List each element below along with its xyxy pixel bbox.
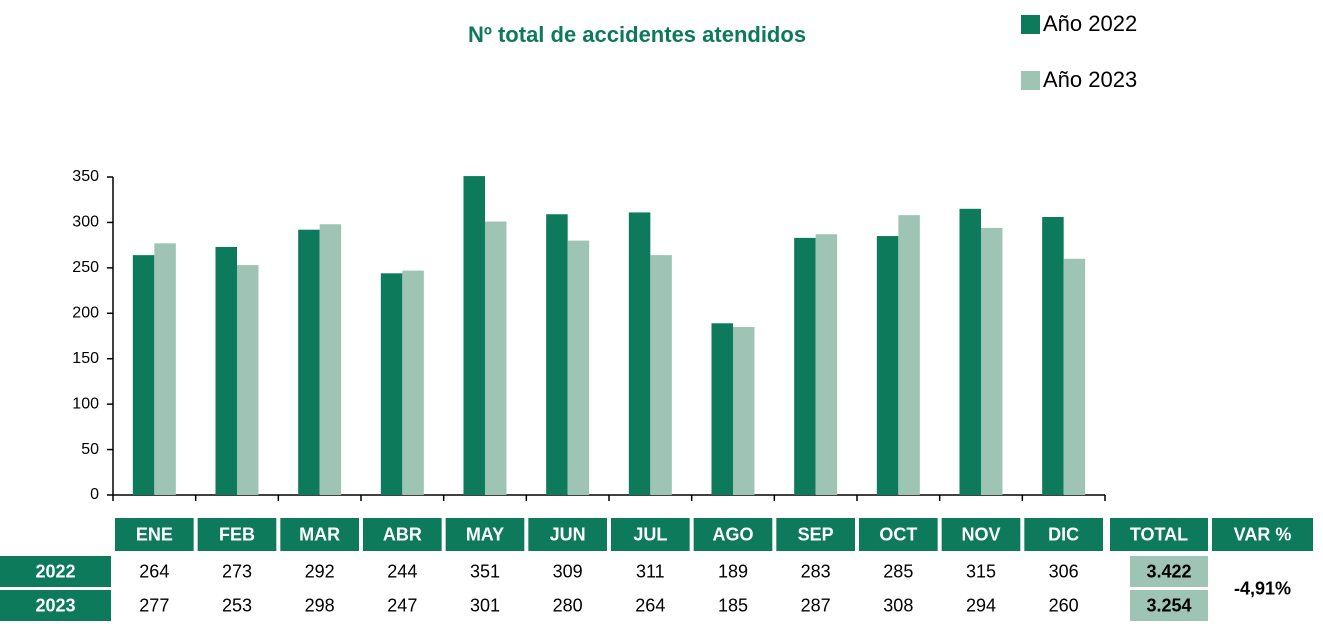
row-label-bg [0,590,111,621]
table-cell: 273 [222,561,252,581]
bar [898,215,920,495]
table-cell: 277 [139,595,169,615]
table-header: DIC [1048,524,1079,544]
bar [876,236,899,496]
table-header: SEP [798,524,834,544]
table-cell: 244 [387,561,417,581]
table-cell: 189 [718,561,748,581]
legend-label: Año 2022 [1043,11,1137,36]
table-header-bg [528,518,607,551]
legend-swatch [1021,71,1040,90]
table-header-bg [1024,518,1103,551]
table-header: FEB [219,524,255,544]
table-cell: 315 [966,561,996,581]
table-header-bg [1110,518,1208,551]
table-header-bg [776,518,855,551]
table-cell: 264 [139,561,169,581]
table-cell: 308 [883,595,913,615]
table-cell: 301 [470,595,500,615]
bar [402,270,424,495]
table-header: MAY [466,524,504,544]
table-header-bg [445,518,525,551]
table-header: JUL [633,524,667,544]
y-tick-label: 200 [72,305,99,322]
table-cell: 287 [801,595,831,615]
table-cell: 351 [470,561,500,581]
bar [794,237,816,496]
bar [380,273,403,495]
row-label: 2022 [35,561,75,581]
table-total: 3.254 [1146,595,1191,615]
table-header-bg [693,518,773,551]
bar [959,208,981,496]
bar [154,243,176,495]
table-cell: 253 [222,595,252,615]
bar [1063,258,1086,495]
table-cell: 185 [718,595,748,615]
bar [567,240,590,495]
bar [298,229,320,495]
table-cell: 294 [966,595,996,615]
y-tick-label: 50 [81,441,99,458]
bar [132,255,155,495]
bar [485,221,507,495]
table-cell: 247 [387,595,417,615]
y-tick-label: 300 [72,214,99,231]
table-header: ABR [383,524,422,544]
row-label: 2023 [35,595,75,615]
bar [650,255,672,495]
legend-swatch [1021,15,1040,34]
table-total-bg [1130,590,1208,621]
table-cell: 280 [553,595,583,615]
bar [981,227,1003,495]
table-cell: 311 [636,561,665,581]
table-header: TOTAL [1130,524,1188,544]
table-header-bg [941,518,1021,551]
chart-title: Nº total de accidentes atendidos [468,22,806,47]
bar [628,212,651,496]
bar [733,326,755,495]
table-header: AGO [712,524,753,544]
table-header: JUN [550,524,586,544]
table-cell: 298 [305,595,335,615]
table-header-bg [280,518,359,551]
y-tick-label: 250 [72,259,99,276]
y-tick-label: 150 [72,350,99,367]
bar [237,265,259,495]
table-cell: 309 [553,561,583,581]
bar [546,214,568,495]
table-header: ENE [136,524,173,544]
table-var: -4,91% [1234,578,1291,598]
table-header-bg [859,518,938,551]
y-tick-label: 0 [90,486,99,503]
table-header-bg [197,518,277,551]
table-cell: 264 [635,595,665,615]
y-tick-label: 100 [72,395,99,412]
table-cell: 306 [1049,561,1079,581]
bar [711,323,733,495]
table-header: OCT [879,524,917,544]
table-header: MAR [299,524,340,544]
bar [815,234,838,496]
table-header-bg [1212,518,1313,551]
table-header: NOV [961,524,1000,544]
bar [319,224,342,495]
bar [463,176,485,495]
table-cell: 283 [801,561,831,581]
table-header-bg [363,518,442,551]
table-cell: 285 [883,561,913,581]
row-label-bg [0,556,111,587]
table-header-bg [611,518,690,551]
table-cell: 260 [1049,595,1079,615]
bar [1042,216,1064,495]
bar [215,246,237,495]
table-header: VAR % [1234,524,1292,544]
table-cell: 292 [305,561,335,581]
y-tick-label: 350 [72,168,99,185]
table-total: 3.422 [1146,561,1191,581]
table-header-bg [115,518,194,551]
table-total-bg [1130,556,1208,587]
legend-label: Año 2023 [1043,67,1137,92]
